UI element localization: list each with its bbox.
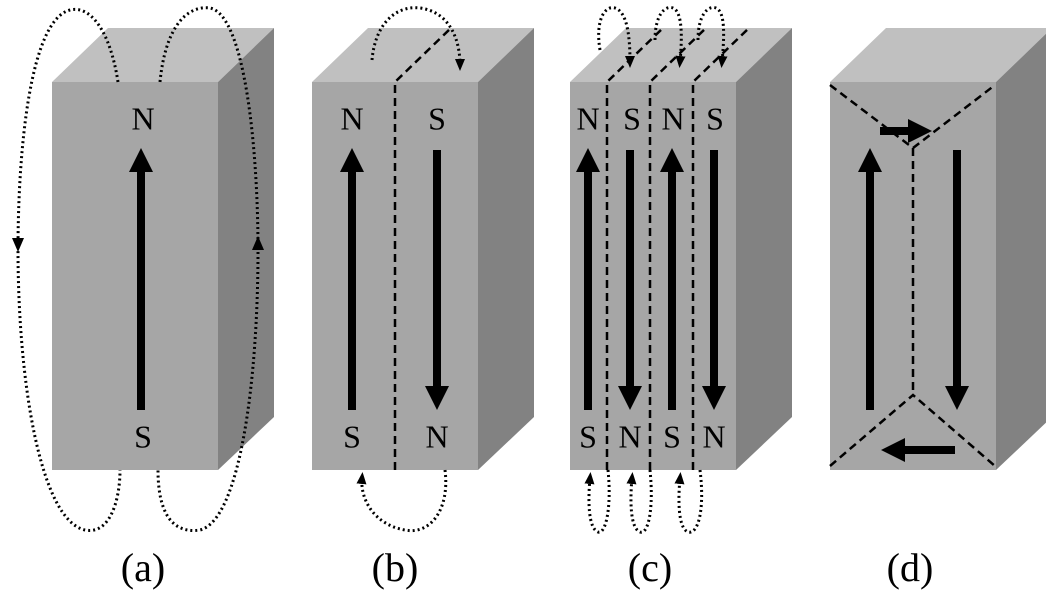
block-a: N S (a) — [12, 8, 274, 590]
pole-label: S — [623, 100, 641, 136]
caption: (d) — [887, 545, 934, 590]
caption: (b) — [372, 545, 419, 590]
block-b: N S S N (b) — [312, 8, 534, 590]
pole-label: S — [134, 418, 152, 454]
block-c: N S N S S N S N (c) — [570, 7, 792, 590]
pole-label: S — [706, 100, 724, 136]
pole-label: N — [702, 418, 725, 454]
pole-label: S — [428, 100, 446, 136]
pole-label: N — [661, 100, 684, 136]
pole-label: S — [579, 418, 597, 454]
pole-label: N — [340, 100, 363, 136]
pole-label: N — [576, 100, 599, 136]
caption: (c) — [628, 545, 672, 590]
pole-label: S — [343, 418, 361, 454]
domain-diagram: N S (a) N S S N (b) N S — [0, 0, 1046, 599]
pole-label: N — [425, 418, 448, 454]
caption: (a) — [121, 545, 165, 590]
pole-label: N — [618, 418, 641, 454]
pole-label: S — [663, 418, 681, 454]
block-d: (d) — [830, 28, 1046, 590]
pole-label: N — [131, 100, 154, 136]
